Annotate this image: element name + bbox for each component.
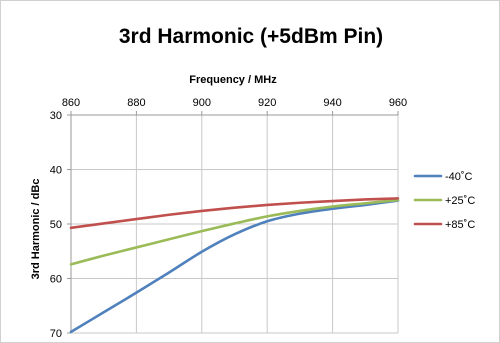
- x-tick-label: 940: [323, 97, 341, 109]
- x-tick-label: 960: [389, 97, 407, 109]
- y-tick-label: 40: [50, 165, 62, 177]
- x-tick-label: 880: [127, 97, 145, 109]
- legend: -40˚C +25˚C +85˚C: [413, 171, 475, 231]
- x-tick-label: 900: [193, 97, 211, 109]
- y-tick-label: 30: [50, 110, 62, 122]
- series-line-3: [69, 197, 400, 230]
- y-tick-label: 70: [50, 328, 62, 340]
- legend-label: +85˚C: [445, 219, 475, 231]
- legend-label: +25˚C: [445, 195, 475, 207]
- series-layer: [69, 197, 400, 334]
- series-line-1: [69, 199, 400, 334]
- axis-layer: 860 880 900 920 940 960 30 40 50 60 70: [50, 97, 407, 340]
- x-axis-title: Frequency / MHz: [189, 74, 277, 86]
- y-tick-label: 50: [50, 219, 62, 231]
- series-line-2: [69, 198, 400, 266]
- legend-label: -40˚C: [445, 171, 473, 183]
- chart-title: 3rd Harmonic (+5dBm Pin): [119, 25, 383, 48]
- x-tick-label: 860: [62, 97, 80, 109]
- y-axis-title: 3rd Harmonic / dBc: [30, 179, 42, 280]
- x-tick-label: 920: [258, 97, 276, 109]
- y-tick-label: 60: [50, 274, 62, 286]
